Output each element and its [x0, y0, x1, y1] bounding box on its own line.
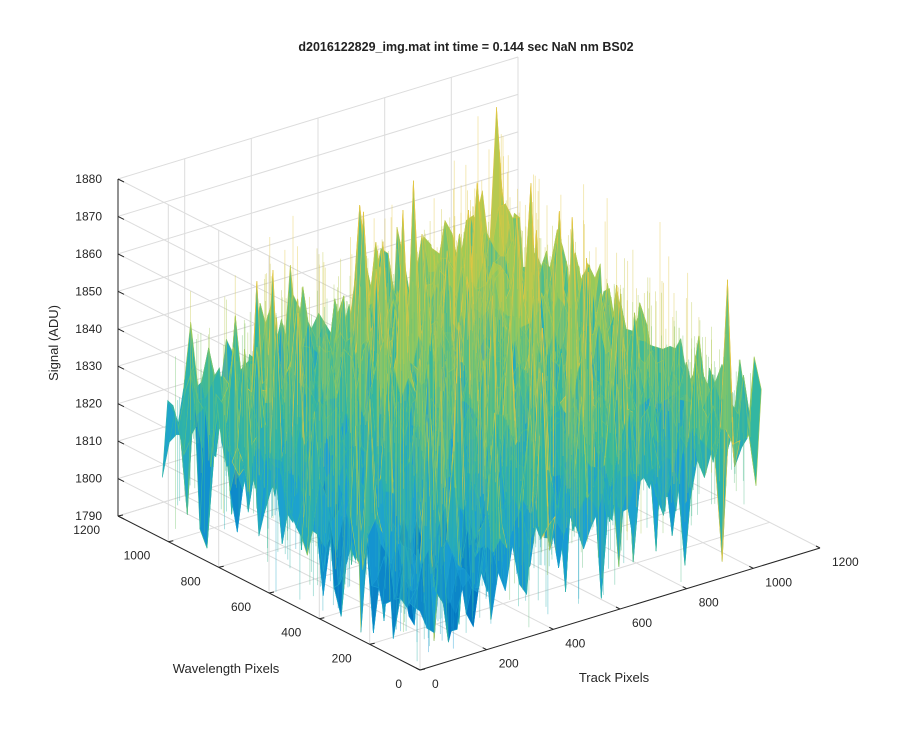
z-tick-mark — [117, 403, 125, 408]
y-tick-mark — [319, 617, 325, 620]
x-axis-label: Track Pixels — [579, 670, 650, 685]
x-tick-label: 800 — [699, 596, 719, 610]
y-tick-mark — [369, 642, 375, 645]
x-tick-label: 200 — [499, 657, 519, 671]
z-tick-label: 1800 — [75, 472, 102, 486]
x-tick-label: 0 — [432, 677, 439, 691]
x-tick-mark — [549, 626, 554, 630]
z-tick-mark — [117, 478, 125, 483]
z-tick-mark — [117, 515, 125, 520]
x-tick-mark — [682, 586, 687, 590]
z-tick-mark — [117, 365, 125, 370]
grid-line-floor-y — [369, 521, 770, 645]
x-tick-label: 600 — [632, 616, 652, 630]
x-tick-label: 1000 — [765, 575, 792, 589]
x-tick-label: 400 — [565, 636, 585, 650]
z-tick-label: 1850 — [75, 284, 102, 298]
z-tick-label: 1790 — [75, 509, 102, 523]
x-tick-mark — [482, 647, 487, 651]
y-tick-mark — [419, 668, 426, 671]
y-tick-label: 1000 — [124, 549, 151, 563]
y-axis-label: Wavelength Pixels — [173, 661, 280, 676]
z-tick-label: 1880 — [75, 172, 102, 186]
y-tick-label: 0 — [395, 677, 402, 691]
x-tick-mark — [615, 606, 621, 610]
y-tick-mark — [117, 514, 124, 517]
chart-title: d2016122829_img.mat int time = 0.144 sec… — [298, 40, 633, 54]
y-tick-mark — [218, 565, 224, 568]
y-tick-mark — [168, 540, 174, 543]
z-tick-label: 1840 — [75, 322, 102, 336]
z-tick-label: 1860 — [75, 247, 102, 261]
z-axis-label: Signal (ADU) — [46, 305, 61, 381]
y-tick-mark — [268, 591, 275, 594]
y-tick-label: 600 — [231, 600, 251, 614]
x-tick-mark — [415, 667, 421, 671]
surface-mesh — [162, 107, 762, 662]
x-tick-label: 1200 — [832, 555, 859, 569]
z-tick-mark — [117, 215, 125, 220]
z-tick-mark — [117, 440, 125, 445]
y-tick-label: 400 — [281, 626, 301, 640]
y-tick-label: 200 — [332, 651, 352, 665]
z-tick-mark — [117, 328, 125, 333]
z-tick-label: 1870 — [75, 209, 102, 223]
z-tick-mark — [117, 178, 125, 183]
z-tick-mark — [117, 253, 125, 258]
z-tick-mark — [117, 290, 125, 295]
y-tick-label: 800 — [181, 574, 201, 588]
tick-labels: 1790 1800 1810 1820 1830 1840 1850 1860 1870 1880… — [73, 172, 859, 691]
z-tick-label: 1820 — [75, 397, 102, 411]
y-tick-label: 1200 — [73, 523, 100, 537]
x-tick-mark — [749, 565, 754, 569]
x-tick-mark — [815, 545, 821, 549]
z-tick-label: 1810 — [75, 434, 102, 448]
z-tick-label: 1830 — [75, 359, 102, 373]
